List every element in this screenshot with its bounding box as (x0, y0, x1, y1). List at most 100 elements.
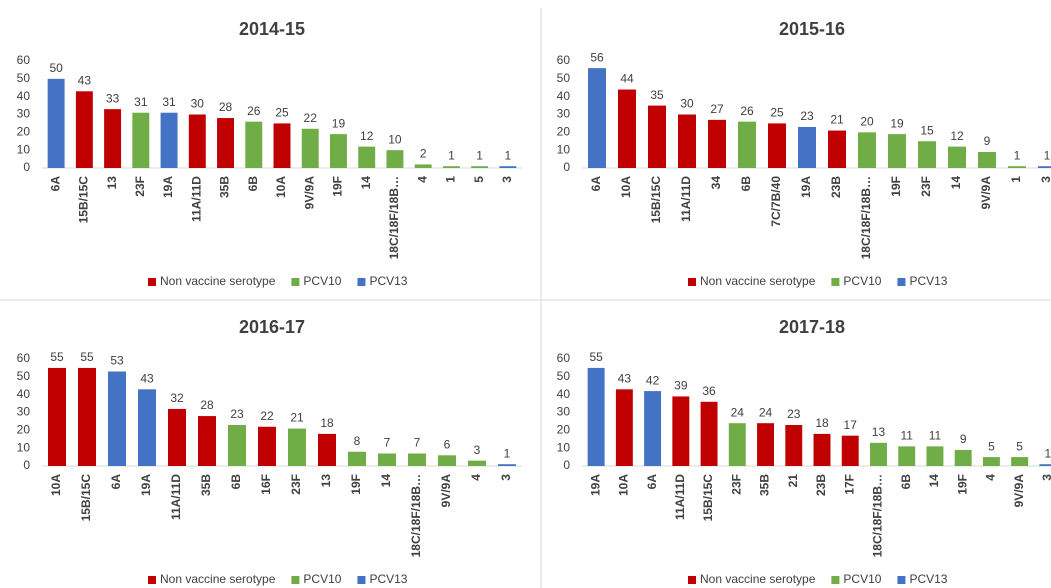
data-label: 22 (304, 111, 318, 125)
y-tick-label: 60 (17, 53, 31, 67)
data-label: 8 (354, 434, 361, 448)
x-tick-label: 3 (1040, 474, 1051, 481)
bar (728, 423, 746, 466)
bar (798, 126, 816, 168)
data-label: 56 (590, 50, 604, 64)
x-tick-label: 14 (927, 474, 941, 488)
y-tick-label: 20 (557, 423, 571, 437)
x-tick-label: 23B (829, 176, 843, 198)
bar (1039, 464, 1051, 466)
x-tick-label: 35B (199, 474, 213, 496)
data-label: 39 (674, 379, 688, 393)
data-label: 9 (960, 432, 967, 446)
bar (378, 453, 396, 466)
bar (954, 449, 972, 466)
bar (414, 164, 432, 168)
bar (138, 389, 156, 466)
y-tick-label: 0 (563, 458, 570, 472)
y-tick-label: 0 (563, 160, 570, 174)
y-tick-label: 50 (557, 71, 571, 85)
x-tick-label: 3 (499, 474, 513, 481)
data-label: 31 (134, 95, 148, 109)
bar (48, 367, 66, 466)
bar (198, 416, 216, 466)
bar (188, 114, 206, 168)
bar (47, 78, 65, 168)
bar (104, 109, 122, 168)
bar (898, 446, 916, 466)
y-tick-label: 40 (557, 89, 571, 103)
x-tick-label: 4 (415, 176, 429, 183)
x-tick-label: 3 (1039, 176, 1051, 183)
x-tick-label: 19F (349, 474, 363, 495)
bar (330, 134, 347, 168)
y-tick-label: 20 (17, 125, 31, 139)
data-label: 53 (110, 354, 124, 368)
data-label: 32 (170, 391, 184, 405)
data-label: 30 (680, 97, 694, 111)
bar (75, 91, 93, 168)
bar (858, 132, 876, 168)
data-label: 26 (247, 104, 261, 118)
bar (498, 464, 516, 466)
bar (1008, 166, 1026, 168)
data-label: 22 (260, 409, 274, 423)
data-label: 6 (444, 437, 451, 451)
x-tick-label: 5 (472, 176, 486, 183)
data-label: 12 (950, 129, 964, 143)
data-label: 27 (710, 102, 724, 116)
data-label: 26 (740, 104, 754, 118)
data-label: 30 (191, 97, 205, 111)
legend-swatch (831, 278, 840, 286)
bar (348, 451, 366, 466)
data-label: 12 (360, 129, 374, 143)
x-tick-label: 19A (161, 176, 175, 198)
x-tick-label: 6A (48, 176, 62, 192)
y-tick-label: 50 (17, 369, 31, 383)
bar (160, 112, 178, 168)
bar (273, 123, 291, 168)
x-tick-label: 14 (379, 474, 393, 488)
y-tick-label: 30 (17, 107, 31, 121)
data-label: 11 (929, 429, 942, 443)
data-label: 17 (844, 418, 858, 432)
x-tick-label: 10A (619, 176, 633, 198)
x-tick-label: 18C/18F/18B… (859, 176, 873, 259)
legend-swatch (148, 278, 156, 286)
y-tick-label: 20 (557, 125, 571, 139)
y-tick-label: 30 (17, 405, 31, 419)
chart-title: 2014-15 (239, 19, 305, 39)
bar (785, 424, 803, 466)
bar (132, 112, 150, 168)
x-tick-label: 35B (218, 176, 232, 198)
bar (1011, 457, 1029, 466)
data-label: 25 (770, 106, 784, 120)
data-label: 11 (900, 429, 913, 443)
y-tick-label: 0 (23, 160, 30, 174)
data-label: 23 (230, 407, 244, 421)
x-tick-label: 17F (842, 474, 856, 495)
data-label: 55 (50, 350, 64, 364)
bar (468, 460, 486, 466)
data-label: 43 (618, 371, 632, 385)
legend-label: PCV10 (843, 572, 881, 586)
legend-label: PCV13 (909, 274, 947, 288)
bar (672, 396, 690, 466)
x-tick-label: 6A (109, 474, 123, 490)
legend-label: PCV10 (303, 572, 341, 586)
legend-label: PCV13 (369, 274, 407, 288)
bar (217, 118, 234, 168)
data-label: 28 (219, 100, 233, 114)
y-tick-label: 10 (17, 440, 31, 454)
data-label: 1 (504, 446, 511, 460)
x-tick-label: 19F (955, 474, 969, 495)
legend-swatch (688, 576, 696, 584)
x-tick-label: 15B/15C (701, 474, 715, 522)
legend-swatch (831, 576, 840, 584)
bar (78, 367, 96, 466)
bar (618, 89, 636, 168)
y-tick-label: 10 (557, 142, 571, 156)
bar (471, 166, 489, 168)
x-tick-label: 6B (246, 176, 260, 192)
x-tick-label: 4 (469, 474, 483, 481)
